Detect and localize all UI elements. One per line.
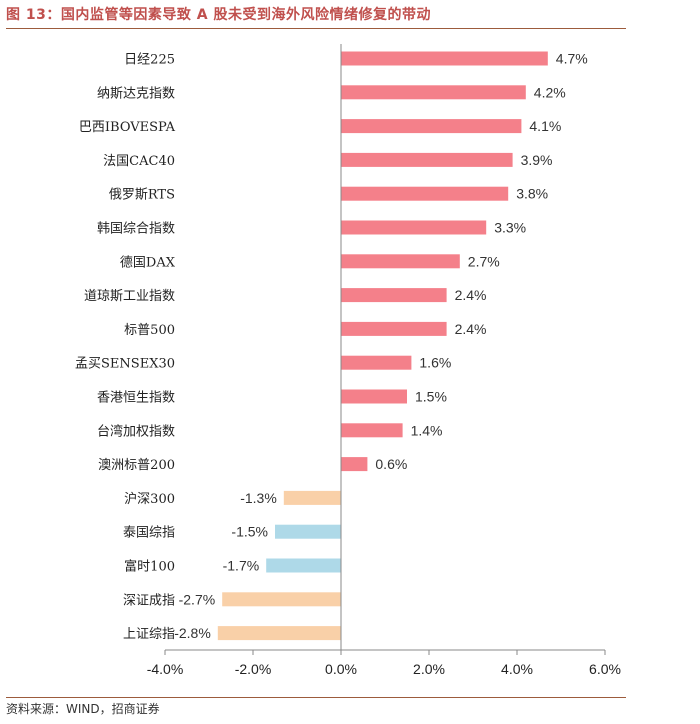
bar-3 xyxy=(341,152,513,167)
bar-11 xyxy=(341,423,403,438)
bar-7 xyxy=(341,288,447,303)
bar-15 xyxy=(266,558,341,573)
value-label: 1.6% xyxy=(419,355,451,371)
bar-4 xyxy=(341,186,509,201)
category-label: 韩国综合指数 xyxy=(97,222,175,237)
category-label: 富时100 xyxy=(124,559,175,575)
x-tick-label: 2.0% xyxy=(413,661,445,677)
x-tick-label: 4.0% xyxy=(501,661,533,677)
bar-14 xyxy=(275,524,341,539)
value-label: 4.1% xyxy=(529,118,561,134)
category-label: 上证综指 xyxy=(123,627,175,642)
value-label: 1.4% xyxy=(411,422,443,438)
value-label: -1.7% xyxy=(223,558,260,574)
category-label: 深证成指 xyxy=(123,593,175,608)
bar-6 xyxy=(341,254,460,269)
bar-16 xyxy=(222,592,341,607)
bar-1 xyxy=(341,85,526,100)
value-label: 2.7% xyxy=(468,253,500,269)
category-label: 香港恒生指数 xyxy=(97,391,175,406)
bar-17 xyxy=(217,626,341,641)
category-label: 台湾加权指数 xyxy=(97,423,175,439)
value-label: 1.5% xyxy=(415,389,447,405)
category-label: 澳洲标普200 xyxy=(98,457,175,473)
bar-9 xyxy=(341,355,412,370)
bar-chart: 日经225 4.7% 纳斯达克指数 4.2% 巴西IBOVESPA 4.1% 法国CAC40… xyxy=(75,44,621,677)
bar-0 xyxy=(341,51,548,66)
value-label: 2.4% xyxy=(455,321,487,337)
x-tick-label: 0.0% xyxy=(325,661,357,677)
bar-2 xyxy=(341,119,522,134)
value-label: -2.7% xyxy=(179,591,216,607)
category-label: 孟买SENSEX30 xyxy=(75,357,175,372)
value-label: -1.3% xyxy=(240,490,277,506)
value-label: 3.9% xyxy=(521,152,553,168)
bar-12 xyxy=(341,457,368,472)
category-label: 纳斯达克指数 xyxy=(97,86,175,101)
value-label: 0.6% xyxy=(375,456,407,472)
x-tick-label: -4.0% xyxy=(147,661,184,677)
value-label: 4.2% xyxy=(534,84,566,100)
value-label: -2.8% xyxy=(174,625,211,641)
category-label: 道琼斯工业指数 xyxy=(84,289,175,304)
category-label: 巴西IBOVESPA xyxy=(79,120,176,135)
category-label: 俄罗斯RTS xyxy=(109,188,175,203)
source-note: 资料来源：WIND，招商证券 xyxy=(6,702,160,716)
category-label: 标普500 xyxy=(124,323,175,338)
value-label: 3.8% xyxy=(516,186,548,202)
value-label: -1.5% xyxy=(231,524,268,540)
category-label: 沪深300 xyxy=(124,491,175,507)
category-label: 德国DAX xyxy=(120,255,176,270)
value-label: 2.4% xyxy=(455,287,487,303)
value-label: 3.3% xyxy=(494,220,526,236)
source-divider xyxy=(6,697,626,698)
category-label: 法国CAC40 xyxy=(103,154,175,169)
bar-13 xyxy=(283,490,341,505)
chart-title: 图 13：国内监管等因素导致 A 股未受到海外风险情绪修复的带动 xyxy=(6,7,431,23)
title-divider xyxy=(6,28,626,29)
category-label: 泰国综指 xyxy=(123,526,175,541)
bar-5 xyxy=(341,220,487,235)
x-tick-label: -2.0% xyxy=(235,661,272,677)
category-label: 日经225 xyxy=(124,53,175,68)
bar-8 xyxy=(341,321,447,336)
bar-10 xyxy=(341,389,407,404)
x-tick-label: 6.0% xyxy=(589,661,621,677)
value-label: 4.7% xyxy=(556,51,588,67)
